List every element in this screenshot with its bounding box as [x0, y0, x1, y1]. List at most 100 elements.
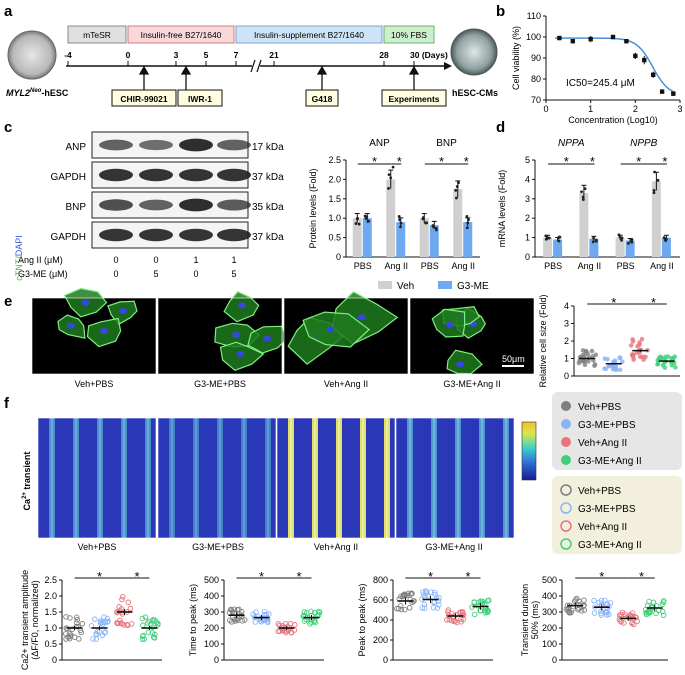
bar-group-label: NPPB	[630, 138, 658, 149]
legend-label: Veh+Ang II	[578, 522, 627, 533]
calcium-stripe-core	[122, 418, 126, 538]
legend-marker	[561, 419, 571, 429]
marker-experiments	[381, 89, 447, 107]
dot-point	[139, 636, 146, 642]
dot-point	[613, 366, 619, 372]
sig-star: *	[296, 569, 301, 584]
blot-treat-value: 0	[113, 255, 118, 265]
nucleus	[456, 361, 465, 368]
dot-point	[581, 597, 587, 603]
calcium-stripe-core	[50, 418, 54, 538]
b-point	[557, 35, 562, 41]
dot-point	[406, 605, 413, 611]
legend-label: Veh+Ang II	[578, 438, 627, 449]
dot-point	[101, 614, 107, 620]
bar-g3me	[463, 222, 473, 257]
bar-ytick-label: 0.5	[328, 233, 341, 243]
calcium-stripe-core	[218, 418, 222, 538]
panel-letter-b: b	[496, 3, 505, 20]
b-ylabel: Cell viability (%)	[511, 26, 521, 90]
bar-dot	[591, 240, 595, 244]
calcium-stripe	[217, 418, 223, 538]
day-label: 21	[269, 50, 279, 60]
dot-point	[94, 631, 100, 638]
dot-point	[124, 621, 130, 628]
dot-point	[229, 609, 236, 615]
dot-point	[628, 343, 634, 348]
dot-point	[639, 336, 645, 342]
bar-dot	[626, 241, 630, 245]
dot-point	[444, 617, 450, 623]
blot-treat-label: Ang II (μM)	[18, 255, 63, 265]
nucleus	[236, 350, 245, 357]
calcium-stripe	[455, 418, 461, 538]
dot-point	[145, 629, 152, 635]
dot-point	[640, 354, 645, 360]
legend-label: G3-ME+PBS	[578, 504, 636, 515]
dot-ytick-label: 400	[373, 615, 388, 625]
dot-point	[258, 615, 264, 622]
legend-g3me-swatch	[438, 281, 452, 289]
dot-point	[142, 614, 149, 620]
dot-point	[93, 636, 100, 642]
dot-point	[632, 614, 638, 620]
dot-ytick-label: 200	[204, 623, 219, 633]
dot-ytick-label: 500	[542, 575, 557, 585]
dot-ytick-label: 0	[214, 655, 219, 665]
legend-marker	[561, 401, 571, 411]
dot-ytick-label: 300	[204, 607, 219, 617]
bar-dot	[465, 214, 469, 218]
sig-star: *	[464, 154, 469, 169]
dot-ytick-label: 200	[373, 635, 388, 645]
b-ytick-label: 80	[531, 74, 541, 84]
f-side-label: Ca2+ transient	[22, 452, 32, 511]
bar-veh	[352, 218, 362, 257]
dot-point	[591, 597, 597, 604]
stage-mtesr-label: mTeSR	[83, 30, 111, 40]
sig-star: *	[636, 154, 641, 169]
dot-ytick-label: 100	[204, 639, 219, 649]
bar-g3me	[553, 239, 563, 257]
dot-point	[428, 589, 434, 595]
dot-point	[479, 600, 485, 606]
bar-veh	[419, 218, 429, 257]
calcium-stripe-core	[504, 418, 508, 538]
bar-dot	[389, 176, 393, 180]
day-ticks	[67, 61, 415, 66]
bar-dot	[547, 236, 551, 240]
dot-point	[592, 363, 597, 369]
dot-point	[140, 632, 146, 639]
dot-point	[617, 355, 623, 360]
nucleus	[238, 302, 247, 309]
dot-point	[155, 622, 161, 628]
dot-point	[665, 354, 671, 360]
blot-band	[217, 199, 251, 211]
dot-point	[79, 620, 86, 627]
dot-point	[576, 360, 582, 366]
panel-e-cell-size-chart: 0 1 2 3 4 Relative cell size (Fold) * *	[538, 294, 680, 388]
b-point	[659, 89, 665, 94]
day-label: 28	[379, 50, 389, 60]
bar-dot	[399, 225, 402, 229]
bar-ytick-label: 5	[525, 155, 530, 165]
calcium-stripe	[121, 418, 127, 538]
legend-veh-label: Veh	[397, 281, 414, 292]
cm-label: hESC-CMs	[452, 88, 498, 98]
bar-dot	[424, 221, 428, 225]
bar-dot	[583, 187, 587, 191]
dot-point	[63, 614, 69, 620]
dot-point	[292, 622, 298, 628]
legend-label: G3-ME+Ang II	[578, 456, 642, 467]
bar-dot	[422, 216, 425, 219]
timeline-arrowhead	[444, 62, 452, 70]
bar-veh	[386, 179, 396, 257]
bar-dot	[434, 226, 438, 230]
sig-star: *	[590, 154, 595, 169]
calcium-stripe-core	[432, 418, 436, 538]
legend-label: Veh+PBS	[578, 402, 621, 413]
sig-star: *	[439, 154, 444, 169]
nucleus	[66, 322, 75, 329]
dot-point	[420, 589, 426, 595]
dot-point	[485, 608, 491, 615]
sig-star: *	[662, 154, 667, 169]
